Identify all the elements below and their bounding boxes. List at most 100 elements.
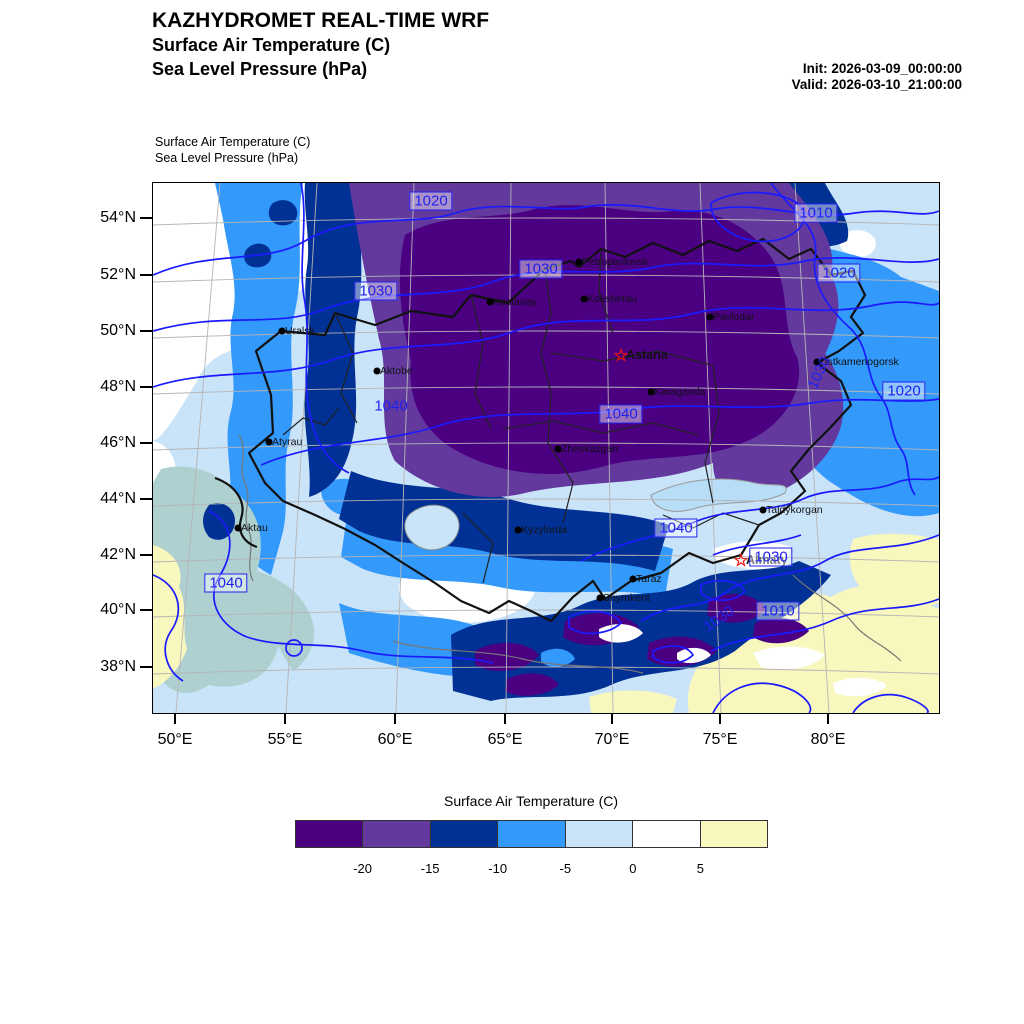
- x-axis-tick: [827, 713, 829, 724]
- pressure-label: 1040: [654, 518, 698, 538]
- colorbar-tick-label: 0: [629, 861, 637, 876]
- x-axis-tick-label: 70°E: [594, 731, 630, 748]
- x-axis-tick-label: 80°E: [810, 731, 846, 748]
- y-axis-tick: [140, 442, 152, 444]
- y-axis-tick: [140, 274, 152, 276]
- x-axis-tick: [284, 713, 286, 724]
- page-title: KAZHYDROMET REAL-TIME WRF Surface Air Te…: [152, 8, 489, 81]
- city-dot-icon: [813, 358, 821, 366]
- subtitle-pressure: Sea Level Pressure (hPa): [155, 151, 299, 165]
- x-axis-tick-label: 50°E: [157, 731, 193, 748]
- city-dot-icon: [373, 367, 381, 375]
- pressure-label: 1020: [817, 263, 861, 283]
- city-label: Uralsk: [285, 325, 315, 337]
- colorbar-segment: [430, 821, 499, 847]
- colorbar-tick-label: -20: [353, 861, 372, 876]
- y-axis-tick: [140, 498, 152, 500]
- map-overlay: Uralsk Aktobe Atyrau Aktau Kostanay Petropavl…: [153, 183, 939, 713]
- pressure-label: 1010: [794, 203, 838, 223]
- city-label: Karaganda: [654, 386, 706, 398]
- colorbar-tick-label: 5: [696, 861, 705, 876]
- city-label: Atyrau: [272, 436, 303, 448]
- plot-subtitle: Surface Air Temperature (C) Sea Level Pr…: [155, 134, 310, 166]
- pressure-label: 1030: [354, 281, 398, 301]
- y-axis-tick-label: 50°N: [100, 322, 136, 339]
- city-dot-icon: [706, 313, 714, 321]
- y-axis-tick: [140, 554, 152, 556]
- colorbar-segment: [498, 821, 566, 847]
- pressure-label: 1020: [409, 191, 453, 211]
- city-label: Kokshetau: [587, 293, 637, 305]
- pressure-label: 1010: [756, 601, 800, 621]
- city-dot-icon: [596, 594, 604, 602]
- city-label: Astana: [626, 348, 668, 362]
- title-model: KAZHYDROMET REAL-TIME WRF: [152, 9, 490, 32]
- city-dot-icon: [554, 445, 562, 453]
- colorbar: [295, 820, 768, 848]
- y-axis-tick-label: 54°N: [100, 209, 136, 226]
- city-label: Almaty: [746, 553, 788, 567]
- city-dot-icon: [278, 327, 286, 335]
- colorbar-tick-label: -5: [559, 861, 572, 876]
- y-axis-tick-label: 46°N: [100, 434, 136, 451]
- subtitle-temp: Surface Air Temperature (C): [155, 135, 311, 149]
- city-dot-icon: [234, 524, 242, 532]
- city-dot-icon: [759, 506, 767, 514]
- city-label: Kostanay: [493, 296, 537, 308]
- pressure-label: 1020: [882, 381, 926, 401]
- x-axis-tick-label: 65°E: [487, 731, 523, 748]
- map-art: [153, 183, 939, 713]
- x-axis-tick: [611, 713, 613, 724]
- x-axis-tick-label: 55°E: [267, 731, 303, 748]
- y-axis-tick: [140, 330, 152, 332]
- pressure-label: 1040: [599, 404, 643, 424]
- y-axis-tick: [140, 386, 152, 388]
- title-variable-pressure: Sea Level Pressure (hPa): [152, 59, 368, 79]
- y-axis-tick-label: 40°N: [100, 601, 136, 618]
- colorbar-segment: [565, 821, 634, 847]
- city-label: Petropavlovsk: [582, 256, 648, 268]
- colorbar-segment: [363, 821, 431, 847]
- pressure-label: 1040: [204, 573, 248, 593]
- city-label: Aktau: [241, 522, 268, 534]
- x-axis-tick: [394, 713, 396, 724]
- city-dot-icon: [575, 258, 583, 266]
- y-axis-tick-label: 42°N: [100, 546, 136, 563]
- pressure-label: 1040: [374, 397, 408, 415]
- x-axis-tick: [174, 713, 176, 724]
- pressure-label: 1030: [519, 259, 563, 279]
- x-axis-tick-label: 75°E: [702, 731, 738, 748]
- city-dot-icon: [647, 388, 655, 396]
- city-dot-icon: [514, 526, 522, 534]
- pressure-label: 1030: [700, 602, 738, 636]
- run-times: Init: 2026-03-09_00:00:00 Valid: 2026-03…: [700, 61, 962, 93]
- y-axis-tick-label: 48°N: [100, 378, 136, 395]
- pressure-label: 1030: [804, 354, 834, 392]
- x-axis-tick-label: 60°E: [377, 731, 413, 748]
- city-label: Pavlodar: [713, 311, 755, 323]
- x-axis-tick: [719, 713, 721, 724]
- city-label: Ustkamenogorsk: [820, 356, 899, 368]
- city-dot-icon: [629, 575, 637, 583]
- valid-time: Valid: 2026-03-10_21:00:00: [791, 77, 962, 92]
- city-label: Kyzylorda: [521, 524, 568, 536]
- map-canvas: Uralsk Aktobe Atyrau Aktau Kostanay Petropavl…: [152, 182, 940, 714]
- colorbar-segment: [633, 821, 701, 847]
- city-label: Aktobe: [380, 365, 413, 377]
- init-time: Init: 2026-03-09_00:00:00: [802, 61, 962, 76]
- city-dot-icon: [580, 295, 588, 303]
- colorbar-segment: [700, 821, 767, 847]
- city-dot-icon: [265, 438, 273, 446]
- pressure-label: 1030: [749, 547, 793, 567]
- colorbar-segment: [296, 821, 364, 847]
- city-label: Shymkent: [603, 592, 650, 604]
- colorbar-tick-label: -10: [488, 861, 508, 876]
- y-axis-tick: [140, 609, 152, 611]
- y-axis-tick-label: 44°N: [100, 490, 136, 507]
- colorbar-title: Surface Air Temperature (C): [443, 793, 619, 809]
- y-axis-tick: [140, 217, 152, 219]
- x-axis-tick: [504, 713, 506, 724]
- y-axis-tick: [140, 666, 152, 668]
- city-label: Taldykorgan: [766, 504, 823, 516]
